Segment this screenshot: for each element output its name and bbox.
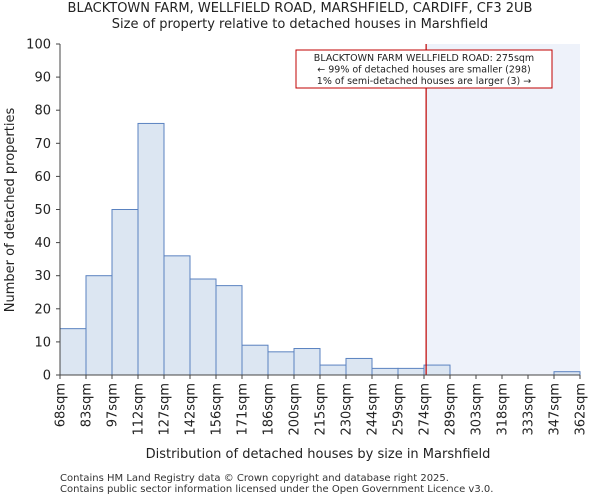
x-tick-label: 83sqm: [80, 383, 95, 427]
highlight-region: [426, 44, 580, 375]
x-tick-label: 303sqm: [470, 383, 485, 436]
x-axis-label: Distribution of detached houses by size …: [146, 447, 491, 462]
x-tick-label: 362sqm: [574, 383, 589, 436]
x-tick-label: 259sqm: [392, 383, 407, 436]
y-tick-label: 60: [34, 170, 51, 185]
y-tick-label: 40: [34, 236, 51, 251]
x-tick-label: 215sqm: [314, 383, 329, 436]
x-tick-label: 200sqm: [288, 383, 303, 436]
bar-156sqm: [215, 285, 243, 376]
bar-186sqm: [267, 351, 295, 376]
x-tick-label: 156sqm: [210, 383, 225, 436]
x-tick-label: 142sqm: [184, 383, 199, 436]
bar-83sqm: [85, 275, 113, 376]
x-tick-label: 97sqm: [106, 383, 121, 427]
y-tick-label: 0: [43, 369, 51, 384]
x-tick-label: 230sqm: [340, 383, 355, 436]
bar-112sqm: [137, 122, 165, 376]
chart-title: BLACKTOWN FARM, WELLFIELD ROAD, MARSHFIE…: [67, 1, 533, 16]
x-tick-label: 186sqm: [262, 383, 277, 436]
y-tick-label: 20: [34, 302, 51, 317]
y-tick-label: 50: [34, 203, 51, 218]
x-tick-label: 347sqm: [548, 383, 563, 436]
bar-230sqm: [345, 357, 373, 376]
footer-copyright: Contains HM Land Registry data © Crown c…: [60, 473, 449, 484]
bar-274sqm: [423, 364, 451, 376]
x-tick-label: 318sqm: [496, 383, 511, 436]
y-tick-label: 70: [34, 137, 51, 152]
x-tick-label: 274sqm: [418, 383, 433, 436]
x-tick-label: 171sqm: [236, 383, 251, 436]
x-tick-label: 127sqm: [158, 383, 173, 436]
y-tick-label: 10: [34, 335, 51, 350]
bar-215sqm: [319, 364, 347, 376]
y-tick-label: 30: [34, 269, 51, 284]
bar-171sqm: [241, 344, 269, 376]
x-tick-label: 333sqm: [522, 383, 537, 436]
y-axis-label: Number of detached properties: [3, 108, 18, 313]
bar-259sqm: [397, 367, 425, 376]
bar-200sqm: [293, 348, 321, 376]
y-tick-label: 90: [34, 71, 51, 86]
footer-licence: Contains public sector information licen…: [60, 484, 494, 495]
annotation-line-1: BLACKTOWN FARM WELLFIELD ROAD: 275sqm: [314, 53, 534, 64]
bar-68sqm: [59, 328, 87, 376]
x-tick-label: 244sqm: [366, 383, 381, 436]
annotation-line-2: ← 99% of detached houses are smaller (29…: [317, 65, 530, 76]
bar-97sqm: [111, 209, 139, 376]
chart-subtitle: Size of property relative to detached ho…: [111, 17, 489, 32]
bar-142sqm: [189, 278, 217, 376]
x-tick-label: 112sqm: [132, 383, 147, 436]
annotation-box: [295, 49, 553, 89]
y-tick-label: 100: [26, 38, 51, 53]
x-tick-label: 68sqm: [54, 383, 69, 427]
y-tick-label: 80: [34, 104, 51, 119]
bar-127sqm: [163, 255, 191, 376]
bar-244sqm: [371, 367, 399, 376]
x-tick-label: 289sqm: [444, 383, 459, 436]
annotation-line-3: 1% of semi-detached houses are larger (3…: [317, 76, 531, 87]
